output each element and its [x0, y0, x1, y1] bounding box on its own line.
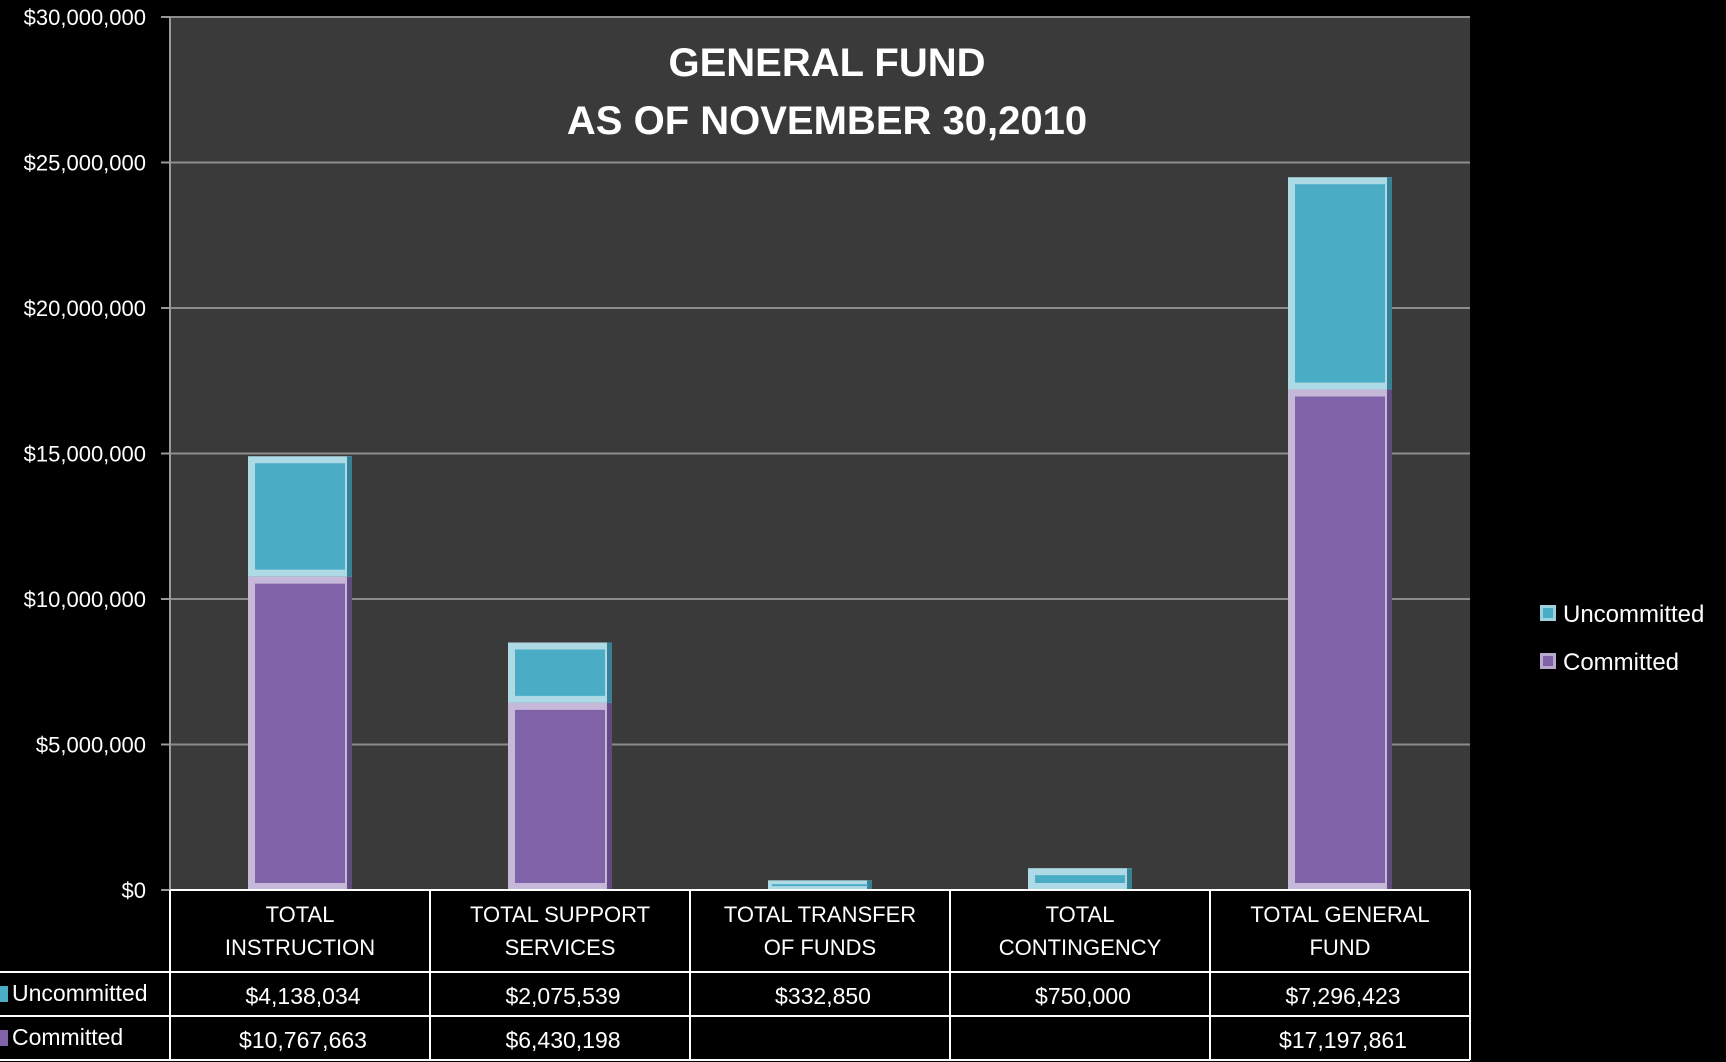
x-category-label: OF FUNDS — [764, 935, 876, 960]
x-category-label: CONTINGENCY — [999, 935, 1162, 960]
bar-face — [515, 709, 605, 883]
bar-bevel-dark — [347, 576, 352, 890]
data-label: $750,000 — [1035, 983, 1131, 1009]
bar-uncommitted — [508, 642, 612, 703]
x-category-label: TOTAL SUPPORT — [470, 902, 650, 927]
data-label: $17,197,861 — [1279, 1027, 1407, 1053]
data-label: $332,850 — [775, 983, 871, 1009]
bar-face — [1295, 396, 1385, 883]
y-tick-label: $0 — [122, 878, 146, 903]
bar-face — [255, 583, 345, 883]
legend-label: Committed — [1563, 649, 1679, 676]
chart-title-group: GENERAL FUND AS OF NOVEMBER 30,2010 — [567, 41, 1087, 143]
data-table: TOTAL INSTRUCTION TOTAL SUPPORT SERVICES TOT… — [0, 889, 1471, 1061]
bar-uncommitted — [1288, 177, 1392, 390]
y-axis: $0 $5,000,000 $10,000,000 $15,000,000 $20,00… — [24, 5, 171, 903]
data-label: $10,767,663 — [239, 1027, 367, 1053]
gridlines — [170, 16, 1470, 746]
bar-committed — [508, 702, 612, 890]
bar-uncommitted — [768, 880, 872, 890]
legend-label: Uncommitted — [1563, 601, 1704, 628]
chart-subtitle: AS OF NOVEMBER 30,2010 — [567, 99, 1087, 143]
legend-item-committed: Committed — [1540, 649, 1679, 676]
x-category-label: TOTAL TRANSFER — [724, 902, 916, 927]
legend-swatch-face — [1543, 656, 1553, 666]
bar-bevel-dark — [867, 880, 872, 890]
y-tick-label: $5,000,000 — [36, 733, 146, 758]
legend-swatch-face — [1543, 608, 1553, 618]
bar-face — [515, 649, 605, 696]
y-tick-label: $15,000,000 — [24, 442, 146, 467]
x-category-label: TOTAL GENERAL — [1250, 902, 1429, 927]
bar-face — [1295, 184, 1385, 383]
x-category-label: INSTRUCTION — [225, 935, 375, 960]
row-key-swatch-committed — [0, 1030, 8, 1046]
row-key-label: Uncommitted — [12, 980, 147, 1006]
bar-bevel-dark — [607, 642, 612, 703]
bar-face — [255, 463, 345, 570]
y-tick-label: $25,000,000 — [24, 151, 146, 176]
row-key-swatch-uncommitted — [0, 986, 8, 1002]
bar-bevel-dark — [607, 702, 612, 890]
data-label: $4,138,034 — [245, 983, 360, 1009]
data-label: $2,075,539 — [505, 983, 620, 1009]
data-label: $7,296,423 — [1285, 983, 1400, 1009]
data-label: $6,430,198 — [505, 1027, 620, 1053]
bar-uncommitted — [1028, 868, 1132, 890]
chart-title: GENERAL FUND — [668, 41, 985, 85]
y-tick-label: $10,000,000 — [24, 587, 146, 612]
bar-uncommitted — [248, 456, 352, 577]
bar-committed — [248, 576, 352, 890]
x-category-label: FUND — [1309, 935, 1370, 960]
bar-bevel-dark — [1387, 389, 1392, 890]
legend: Uncommitted Committed — [1540, 601, 1704, 676]
y-tick-label: $30,000,000 — [24, 5, 146, 30]
bar-bevel-dark — [1387, 177, 1392, 390]
bar-committed — [1288, 389, 1392, 890]
bars — [248, 177, 1392, 890]
bar-bevel-dark — [347, 456, 352, 577]
legend-item-uncommitted: Uncommitted — [1540, 601, 1704, 628]
y-tick-label: $20,000,000 — [24, 296, 146, 321]
x-category-label: TOTAL — [266, 902, 335, 927]
x-category-label: SERVICES — [505, 935, 616, 960]
bar-face — [771, 884, 869, 887]
x-category-label: TOTAL — [1046, 902, 1115, 927]
row-key-label: Committed — [12, 1024, 123, 1050]
bar-face — [1035, 875, 1125, 883]
bar-bevel-dark — [1127, 868, 1132, 890]
